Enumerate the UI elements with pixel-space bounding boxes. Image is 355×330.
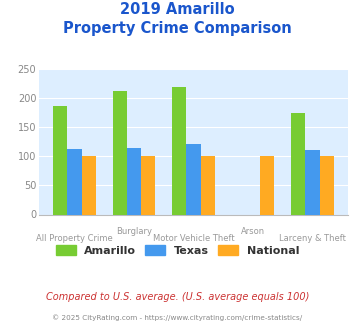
Bar bbox=[201, 156, 215, 214]
Text: Property Crime Comparison: Property Crime Comparison bbox=[63, 21, 292, 36]
Text: Compared to U.S. average. (U.S. average equals 100): Compared to U.S. average. (U.S. average … bbox=[46, 292, 309, 302]
Bar bbox=[260, 156, 274, 214]
Bar bbox=[113, 91, 127, 214]
Bar bbox=[172, 87, 186, 214]
Bar bbox=[141, 156, 155, 214]
Text: Arson: Arson bbox=[241, 227, 265, 236]
Bar bbox=[127, 148, 141, 214]
Bar bbox=[186, 144, 201, 214]
Legend: Amarillo, Texas, National: Amarillo, Texas, National bbox=[51, 240, 304, 260]
Bar bbox=[320, 156, 334, 214]
Text: Burglary: Burglary bbox=[116, 227, 152, 236]
Text: © 2025 CityRating.com - https://www.cityrating.com/crime-statistics/: © 2025 CityRating.com - https://www.city… bbox=[53, 314, 302, 321]
Text: Larceny & Theft: Larceny & Theft bbox=[279, 234, 346, 243]
Bar bbox=[82, 156, 96, 214]
Text: All Property Crime: All Property Crime bbox=[36, 234, 113, 243]
Bar bbox=[53, 107, 67, 214]
Text: Motor Vehicle Theft: Motor Vehicle Theft bbox=[153, 234, 234, 243]
Bar bbox=[305, 150, 320, 214]
Text: 2019 Amarillo: 2019 Amarillo bbox=[120, 2, 235, 16]
Bar bbox=[67, 149, 82, 214]
Bar bbox=[291, 113, 305, 214]
